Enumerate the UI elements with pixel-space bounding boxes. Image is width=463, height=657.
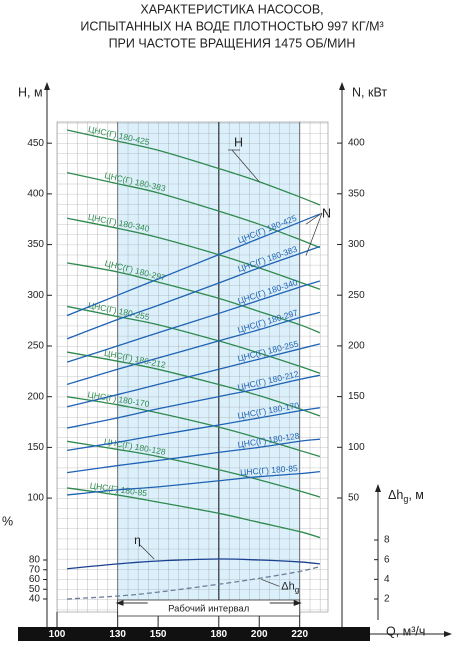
tick-label: 400 [27, 189, 44, 200]
curve [66, 280, 321, 363]
y3-axis-title: % [2, 514, 13, 528]
leader [305, 212, 323, 256]
x-axis-band [18, 627, 370, 641]
tick-label: 350 [27, 239, 44, 250]
curve [66, 213, 321, 317]
curve [67, 438, 320, 474]
curve [67, 407, 321, 451]
tick-label: 200 [27, 391, 44, 402]
tick-label: 8 [384, 535, 390, 546]
leader [261, 579, 280, 587]
curve [66, 374, 321, 429]
work-interval-box [117, 599, 301, 617]
label-part: Δh [281, 580, 294, 592]
x-axis-bar: 100 130 150 180 200 220 [18, 627, 370, 641]
x-axis-title: Q, м³/ч [386, 624, 425, 638]
tick-label: 200 [251, 629, 268, 640]
curve [66, 262, 321, 334]
tick-label: 50 [29, 584, 41, 595]
work-interval-label: Рабочий интервал [168, 604, 249, 615]
tick-label: 220 [291, 629, 308, 640]
tick-label: 130 [109, 629, 126, 640]
curve [66, 311, 321, 386]
tick-label: 50 [348, 493, 360, 504]
tick-label: 70 [29, 564, 41, 575]
leader [139, 544, 155, 560]
tick-label: 250 [27, 341, 44, 352]
label-part: g [295, 585, 299, 594]
tick-label: 40 [29, 594, 41, 605]
tick-label: 300 [348, 239, 365, 250]
tick-label: 150 [348, 391, 365, 402]
curve [67, 487, 321, 539]
leader [231, 149, 260, 182]
curve-label: η [134, 533, 141, 547]
y2-axis-title: N, кВт [352, 85, 387, 99]
curve [67, 396, 321, 458]
curve [66, 171, 321, 249]
y-axis-title: H, м [18, 85, 43, 99]
leader [305, 212, 323, 225]
tick-label: 450 [27, 138, 44, 149]
tick-label: 250 [348, 290, 365, 301]
curve-label: Δhg [281, 580, 299, 594]
title-line: ХАРАКТЕРИСТИКА НАСОСОВ, [140, 2, 323, 16]
curve [67, 440, 321, 498]
tick-label: 150 [27, 442, 44, 453]
tick-label: 300 [27, 290, 44, 301]
tick-label: 6 [384, 554, 390, 565]
curve [66, 129, 321, 206]
title-line: ИСПЫТАННЫХ НА ВОДЕ ПЛОТНОСТЬЮ 997 КГ/М³ [80, 19, 383, 33]
tick-label: 2 [384, 594, 390, 605]
tick-label: 200 [348, 341, 365, 352]
label-part: Δh [388, 488, 403, 502]
title-line: ПРИ ЧАСТОТЕ ВРАЩЕНИЯ 1475 ОБ/МИН [109, 36, 356, 50]
tick-label: 350 [348, 188, 365, 199]
curve [67, 470, 320, 496]
callout: N [322, 206, 331, 220]
curve-label: ЦНС(Г) 180-85 [240, 463, 299, 477]
tick-label: 180 [210, 629, 227, 640]
tick-label: 4 [384, 574, 390, 585]
callout: H [234, 135, 243, 149]
work-interval: Рабочий интервал [115, 599, 302, 617]
curve [66, 245, 321, 340]
tick-label: 100 [49, 629, 66, 640]
tick-label: 60 [29, 574, 41, 585]
tick-label: 150 [150, 629, 167, 640]
tick-label: 80 [29, 555, 41, 566]
grid [56, 121, 329, 613]
curve [67, 565, 321, 600]
label-part: , м [408, 488, 424, 502]
tick-label: 100 [27, 493, 44, 504]
tick-label: 400 [348, 138, 365, 149]
curve [67, 558, 320, 570]
curve [66, 351, 321, 417]
curve [66, 343, 321, 408]
y4-axis-title: Δhg, м [388, 488, 424, 504]
tick-label: 100 [348, 442, 365, 453]
label-part: g [403, 494, 408, 504]
